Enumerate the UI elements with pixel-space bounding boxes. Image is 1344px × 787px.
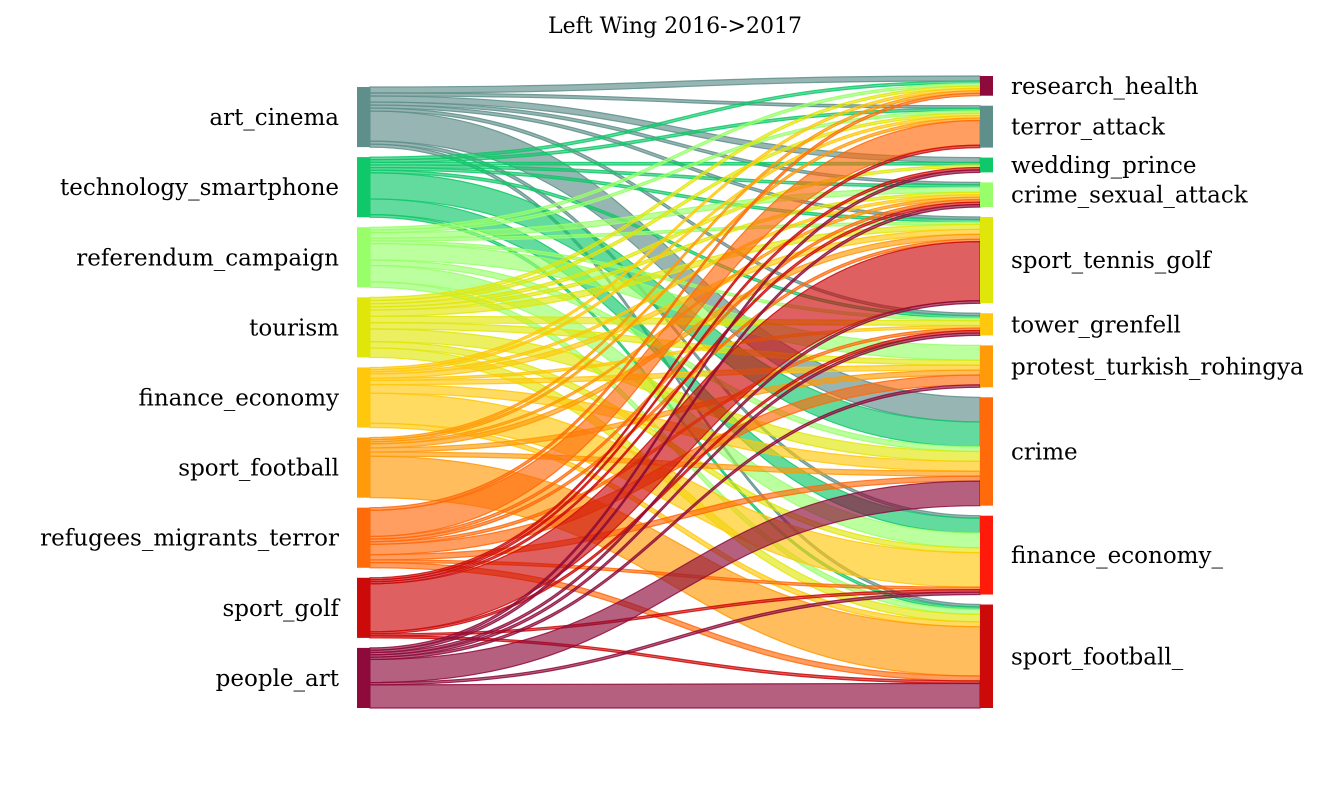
source-node-refugees_migrants_terror	[357, 507, 370, 568]
target-label: crime_sexual_attack	[1011, 183, 1249, 209]
target-label: tower_grenfell	[1011, 312, 1181, 338]
flow-people_art-to-sport_football_	[369, 682, 981, 709]
source-node-sport_golf	[357, 577, 370, 638]
target-label: sport_football_	[1011, 644, 1184, 670]
flow-sport_golf-to-terror_attack	[369, 144, 981, 581]
chart-title: Left Wing 2016->2017	[548, 14, 802, 39]
target-node-wedding_prince	[980, 157, 993, 173]
nodes-group	[357, 76, 993, 708]
target-node-crime	[980, 397, 993, 506]
target-node-research_health	[980, 76, 993, 96]
source-node-people_art	[357, 647, 370, 708]
source-label: people_art	[216, 666, 340, 692]
source-label: sport_football	[178, 456, 339, 482]
flow-refugees_migrants_terror-to-research_health	[369, 92, 981, 511]
source-node-referendum_campaign	[357, 227, 370, 288]
target-label: protest_turkish_rohingya	[1011, 354, 1304, 380]
target-label: finance_economy_	[1011, 543, 1223, 569]
source-label: tourism	[249, 315, 339, 341]
source-label: finance_economy	[139, 386, 339, 412]
target-label: crime	[1011, 439, 1078, 465]
flow-people_art-to-wedding_prince	[369, 169, 981, 651]
flow-people_art-to-crime	[369, 480, 981, 684]
target-label: sport_tennis_golf	[1011, 248, 1212, 274]
source-label: sport_golf	[222, 596, 340, 622]
target-label: wedding_prince	[1011, 153, 1197, 179]
source-node-art_cinema	[357, 87, 370, 148]
flows-group	[369, 75, 981, 709]
source-node-tourism	[357, 297, 370, 358]
source-label: refugees_migrants_terror	[40, 526, 339, 552]
target-label: research_health	[1011, 74, 1199, 100]
target-node-protest_turkish_rohingya	[980, 345, 993, 388]
target-node-sport_football_	[980, 604, 993, 708]
target-node-terror_attack	[980, 105, 993, 148]
source-label: referendum_campaign	[76, 245, 339, 271]
target-node-sport_tennis_golf	[980, 217, 993, 304]
labels-group: art_cinema technology_smartphone referendu…	[40, 74, 1304, 692]
source-node-finance_economy	[357, 367, 370, 428]
target-node-finance_economy_	[980, 515, 993, 595]
flow-people_art-to-protest_turkish_rohingya	[369, 384, 981, 661]
source-node-sport_football	[357, 437, 370, 498]
source-label: technology_smartphone	[60, 175, 339, 201]
source-label: art_cinema	[209, 105, 339, 131]
target-node-tower_grenfell	[980, 313, 993, 336]
source-node-technology_smartphone	[357, 157, 370, 218]
target-label: terror_attack	[1011, 115, 1166, 141]
target-node-crime_sexual_attack	[980, 182, 993, 208]
